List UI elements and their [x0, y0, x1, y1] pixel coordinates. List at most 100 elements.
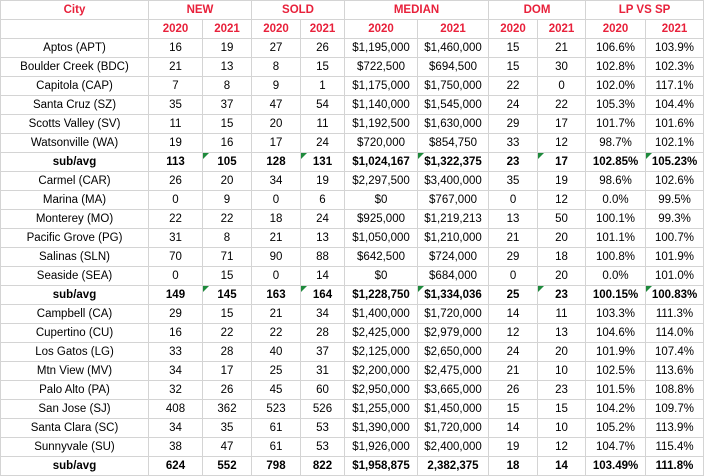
cell-sold-2020[interactable]: 163 [251, 285, 301, 305]
cell-new-2020[interactable]: 34 [148, 361, 203, 381]
cell-dom-2020[interactable]: 21 [488, 228, 539, 248]
cell-lpsp-2021[interactable]: 114.0% [645, 323, 705, 343]
cell-median-2021[interactable]: $3,400,000 [417, 171, 490, 191]
header-group-new[interactable]: NEW [148, 0, 252, 20]
cell-city[interactable]: Aptos (APT) [0, 38, 149, 58]
cell-median-2021[interactable]: $1,720,000 [417, 304, 490, 324]
cell-dom-2021[interactable]: 30 [537, 57, 587, 77]
cell-dom-2020[interactable]: 18 [488, 456, 539, 476]
cell-city[interactable]: Santa Cruz (SZ) [0, 95, 149, 115]
cell-sold-2021[interactable]: 60 [299, 380, 346, 400]
cell-city[interactable]: Campbell (CA) [0, 304, 149, 324]
cell-sold-2020[interactable]: 0 [251, 190, 301, 210]
cell-dom-2021[interactable]: 23 [537, 380, 587, 400]
cell-dom-2021[interactable]: 14 [537, 456, 587, 476]
cell-dom-2020[interactable]: 0 [488, 266, 539, 286]
cell-median-2021[interactable]: $1,545,000 [417, 95, 490, 115]
cell-dom-2021[interactable]: 19 [537, 171, 587, 191]
cell-lpsp-2020[interactable]: 100.15% [585, 285, 647, 305]
cell-dom-2021[interactable]: 11 [537, 304, 587, 324]
cell-sold-2020[interactable]: 47 [251, 95, 301, 115]
cell-new-2021[interactable]: 362 [202, 399, 252, 419]
cell-lpsp-2021[interactable]: 99.5% [645, 190, 705, 210]
cell-city[interactable]: San Jose (SJ) [0, 399, 149, 419]
cell-city[interactable]: Capitola (CAP) [0, 76, 149, 96]
cell-lpsp-2021[interactable]: 102.6% [645, 171, 705, 191]
cell-lpsp-2021[interactable]: 102.3% [645, 57, 705, 77]
cell-lpsp-2020[interactable]: 104.2% [585, 399, 647, 419]
cell-dom-2020[interactable]: 25 [488, 285, 539, 305]
cell-sold-2020[interactable]: 21 [251, 228, 301, 248]
cell-median-2021[interactable]: $2,475,000 [417, 361, 490, 381]
cell-median-2020[interactable]: $0 [344, 190, 419, 210]
cell-dom-2021[interactable]: 12 [537, 190, 587, 210]
cell-new-2020[interactable]: 22 [148, 209, 203, 229]
cell-lpsp-2021[interactable]: 111.3% [645, 304, 705, 324]
cell-median-2020[interactable]: $2,125,000 [344, 342, 419, 362]
cell-median-2021[interactable]: $694,500 [417, 57, 490, 77]
cell-new-2021[interactable]: 19 [202, 38, 252, 58]
cell-median-2020[interactable]: $2,425,000 [344, 323, 419, 343]
cell-dom-2021[interactable]: 0 [537, 76, 587, 96]
cell-city[interactable]: Sunnyvale (SU) [0, 437, 149, 457]
cell-new-2021[interactable]: 22 [202, 323, 252, 343]
cell-new-2021[interactable]: 37 [202, 95, 252, 115]
cell-median-2021[interactable]: $1,460,000 [417, 38, 490, 58]
cell-sold-2021[interactable]: 164 [299, 285, 346, 305]
cell-new-2020[interactable]: 0 [148, 190, 203, 210]
cell-median-2020[interactable]: $0 [344, 266, 419, 286]
cell-city[interactable]: Seaside (SEA) [0, 266, 149, 286]
cell-new-2020[interactable]: 32 [148, 380, 203, 400]
cell-dom-2021[interactable]: 17 [537, 152, 587, 172]
cell-city[interactable]: Cupertino (CU) [0, 323, 149, 343]
cell-sold-2021[interactable]: 131 [299, 152, 346, 172]
cell-new-2021[interactable]: 35 [202, 418, 252, 438]
cell-lpsp-2021[interactable]: 101.9% [645, 247, 705, 267]
cell-median-2020[interactable]: $1,390,000 [344, 418, 419, 438]
cell-lpsp-2020[interactable]: 102.5% [585, 361, 647, 381]
cell-sold-2021[interactable]: 24 [299, 133, 346, 153]
cell-lpsp-2020[interactable]: 0.0% [585, 266, 647, 286]
cell-new-2020[interactable]: 34 [148, 418, 203, 438]
cell-median-2021[interactable]: 2,382,375 [417, 456, 490, 476]
cell-dom-2020[interactable]: 26 [488, 380, 539, 400]
cell-dom-2020[interactable]: 24 [488, 95, 539, 115]
cell-sold-2020[interactable]: 9 [251, 76, 301, 96]
cell-sold-2021[interactable]: 34 [299, 304, 346, 324]
cell-dom-2021[interactable]: 12 [537, 437, 587, 457]
cell-new-2021[interactable]: 22 [202, 209, 252, 229]
cell-sold-2020[interactable]: 8 [251, 57, 301, 77]
cell-new-2020[interactable]: 7 [148, 76, 203, 96]
cell-median-2020[interactable]: $642,500 [344, 247, 419, 267]
cell-sold-2020[interactable]: 0 [251, 266, 301, 286]
cell-median-2020[interactable]: $1,050,000 [344, 228, 419, 248]
cell-new-2020[interactable]: 26 [148, 171, 203, 191]
cell-sold-2021[interactable]: 19 [299, 171, 346, 191]
cell-lpsp-2021[interactable]: 117.1% [645, 76, 705, 96]
cell-lpsp-2020[interactable]: 100.1% [585, 209, 647, 229]
cell-dom-2021[interactable]: 15 [537, 399, 587, 419]
cell-dom-2020[interactable]: 29 [488, 247, 539, 267]
cell-new-2020[interactable]: 33 [148, 342, 203, 362]
cell-median-2021[interactable]: $1,630,000 [417, 114, 490, 134]
cell-lpsp-2020[interactable]: 102.0% [585, 76, 647, 96]
header-year[interactable]: 2020 [251, 19, 301, 39]
cell-sold-2020[interactable]: 61 [251, 418, 301, 438]
cell-city[interactable]: Marina (MA) [0, 190, 149, 210]
cell-median-2021[interactable]: $1,334,036 [417, 285, 490, 305]
cell-sold-2020[interactable]: 20 [251, 114, 301, 134]
cell-new-2021[interactable]: 105 [202, 152, 252, 172]
cell-lpsp-2021[interactable]: 100.83% [645, 285, 705, 305]
cell-sold-2020[interactable]: 798 [251, 456, 301, 476]
cell-lpsp-2021[interactable]: 104.4% [645, 95, 705, 115]
cell-dom-2021[interactable]: 20 [537, 342, 587, 362]
cell-dom-2021[interactable]: 20 [537, 228, 587, 248]
header-year[interactable]: 2021 [645, 19, 705, 39]
cell-median-2020[interactable]: $1,140,000 [344, 95, 419, 115]
cell-new-2021[interactable]: 17 [202, 361, 252, 381]
cell-lpsp-2020[interactable]: 104.7% [585, 437, 647, 457]
cell-median-2021[interactable]: $767,000 [417, 190, 490, 210]
cell-new-2020[interactable]: 408 [148, 399, 203, 419]
cell-dom-2020[interactable]: 0 [488, 190, 539, 210]
cell-new-2020[interactable]: 21 [148, 57, 203, 77]
